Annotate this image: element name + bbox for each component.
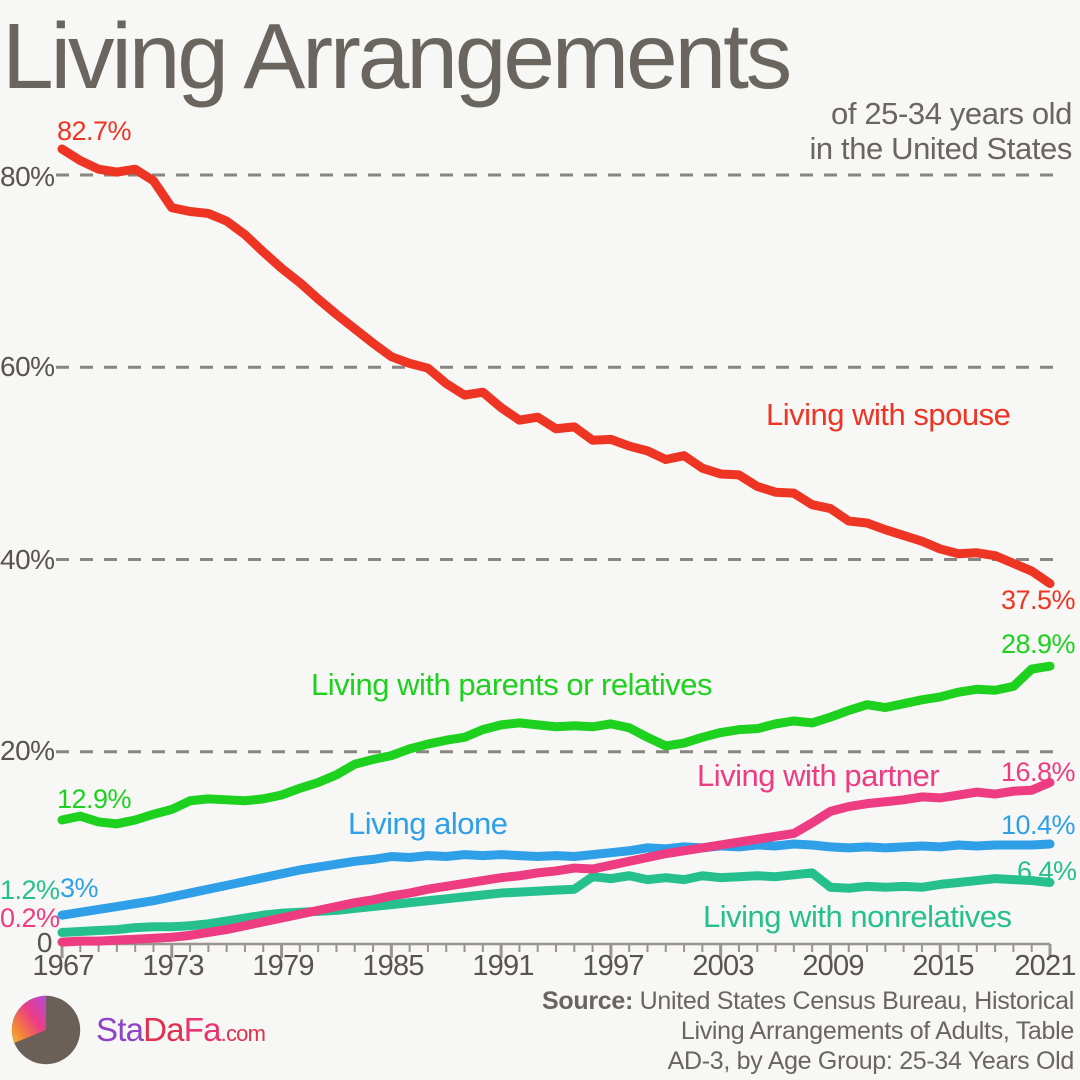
end-value-partner: 16.8% xyxy=(1001,757,1076,787)
y-tick-20: 20% xyxy=(0,735,55,766)
series-line-living-with-parents-or-relatives xyxy=(57,661,1055,829)
source-line-2: Living Arrangements of Adults, Table xyxy=(680,1017,1074,1045)
source-line-3: AD-3, by Age Group: 25-34 Years Old xyxy=(667,1047,1075,1075)
start-value-spouse: 82.7% xyxy=(57,116,132,146)
series-line-living-with-partner xyxy=(57,778,1055,947)
x-tick-2003: 2003 xyxy=(692,950,754,982)
start-value-parents: 12.9% xyxy=(57,784,132,814)
x-tick-2009: 2009 xyxy=(802,950,864,982)
x-tick-1967: 1967 xyxy=(32,950,94,982)
x-tick-1973: 1973 xyxy=(142,950,204,982)
start-value-nonrelatives: 1.2% xyxy=(0,875,60,905)
y-tick-60: 60% xyxy=(0,351,55,382)
logo-da: Da xyxy=(143,1011,184,1048)
series-label-nonrelatives: Living with nonrelatives xyxy=(703,899,1012,934)
subtitle-line-2: in the United States xyxy=(809,131,1072,166)
page-title: Living Arrangements xyxy=(2,4,792,108)
series-label-spouse: Living with spouse xyxy=(766,397,1011,432)
start-value-alone: 3% xyxy=(60,873,99,903)
x-tick-2021: 2021 xyxy=(1014,950,1076,982)
logo-com: .com xyxy=(220,1021,266,1046)
end-value-spouse: 37.5% xyxy=(1001,585,1076,615)
logo-sta: Sta xyxy=(96,1011,144,1048)
logo-wordmark: StaDaFa.com xyxy=(96,1011,266,1049)
series-label-parents: Living with parents or relatives xyxy=(311,667,712,702)
series-line-living-with-nonrelatives xyxy=(57,868,1055,937)
end-value-nonrelatives: 6.4% xyxy=(1017,856,1077,886)
y-tick-0: 0 xyxy=(36,927,53,958)
x-tick-2015: 2015 xyxy=(912,950,974,982)
source-text-1: United States Census Bureau, Historical xyxy=(633,987,1075,1015)
x-tick-1997: 1997 xyxy=(582,950,644,982)
y-tick-80: 80% xyxy=(0,161,55,192)
subtitle-line-1: of 25-34 years old xyxy=(831,96,1072,131)
series-label-partner: Living with partner xyxy=(697,758,940,793)
x-axis xyxy=(60,942,1052,958)
pie-chart-logo-icon xyxy=(11,995,81,1065)
x-tick-1979: 1979 xyxy=(252,950,314,982)
stadafa-logo[interactable]: StaDaFa.com xyxy=(8,990,266,1070)
start-value-partner: 0.2% xyxy=(0,903,60,933)
x-tick-1985: 1985 xyxy=(362,950,424,982)
y-tick-40: 40% xyxy=(0,544,55,575)
x-tick-1991: 1991 xyxy=(472,950,534,982)
source-note: Source: United States Census Bureau, His… xyxy=(542,986,1074,1076)
series-label-alone: Living alone xyxy=(348,806,508,841)
series-line-living-alone xyxy=(57,839,1055,920)
page-subtitle: of 25-34 years old in the United States xyxy=(809,96,1072,166)
source-label: Source: xyxy=(542,987,633,1015)
series-line-living-with-spouse xyxy=(57,144,1055,589)
end-value-parents: 28.9% xyxy=(1001,629,1076,659)
end-value-alone: 10.4% xyxy=(1001,810,1076,840)
source-line-1: Source: United States Census Bureau, His… xyxy=(542,986,1074,1016)
logo-fa: Fa xyxy=(183,1011,222,1048)
gridlines xyxy=(56,173,1062,754)
